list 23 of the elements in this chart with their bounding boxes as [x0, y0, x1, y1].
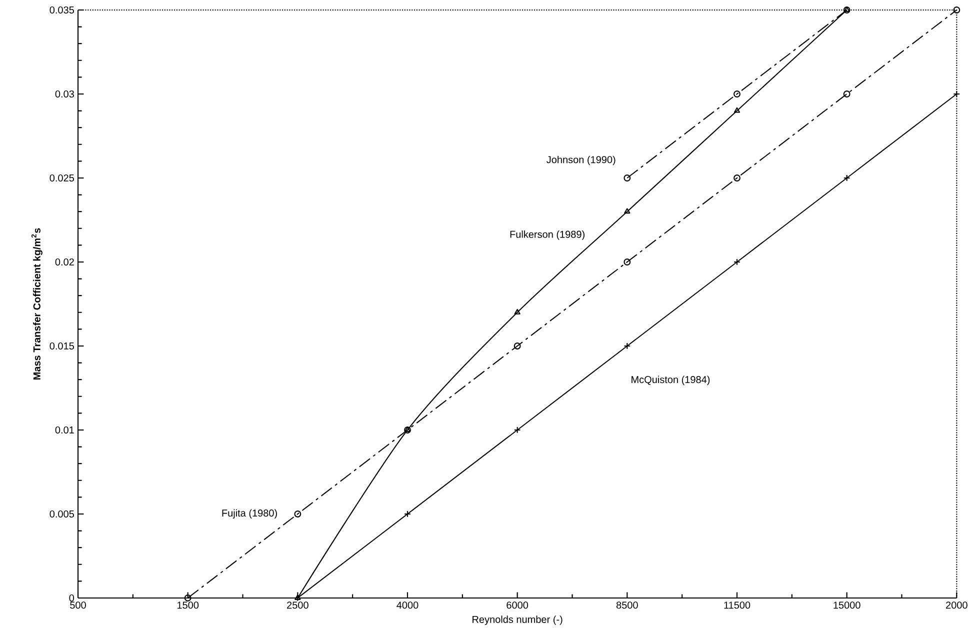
series-label: Johnson (1990): [546, 156, 616, 166]
x-tick-label: 2000: [946, 602, 968, 609]
y-tick-label: 0.02: [55, 258, 74, 266]
y-tick-label: 0.01: [55, 426, 74, 434]
y-tick-label: 0.005: [50, 510, 74, 518]
x-tick-label: 6000: [506, 602, 528, 609]
x-tick-label: 1500: [177, 602, 199, 609]
x-axis-title: Reynolds number (-): [472, 616, 562, 625]
x-tick-label: 11500: [724, 602, 750, 609]
x-tick-label: 2500: [287, 602, 308, 609]
x-tick-label: 8500: [616, 602, 638, 609]
x-tick-label: 15000: [834, 602, 860, 609]
series-label: Fujita (1980): [222, 509, 277, 519]
text: McQuiston (1984): [632, 376, 710, 386]
y-axis-title: Mass Transfer Cofficient kg/m$^{2}$s: [31, 228, 42, 380]
y-tick-label: 0.015: [50, 342, 74, 350]
x-tick-label: 500: [70, 602, 86, 609]
y-tick-label: 0.035: [50, 6, 74, 14]
y-tick-label: 0.03: [55, 90, 74, 98]
x-tick-label: 4000: [396, 602, 418, 609]
y-tick-label: 0: [69, 594, 74, 602]
y-tick-label: 0.025: [50, 174, 74, 182]
series-label: Fulkerson (1989): [510, 230, 584, 240]
